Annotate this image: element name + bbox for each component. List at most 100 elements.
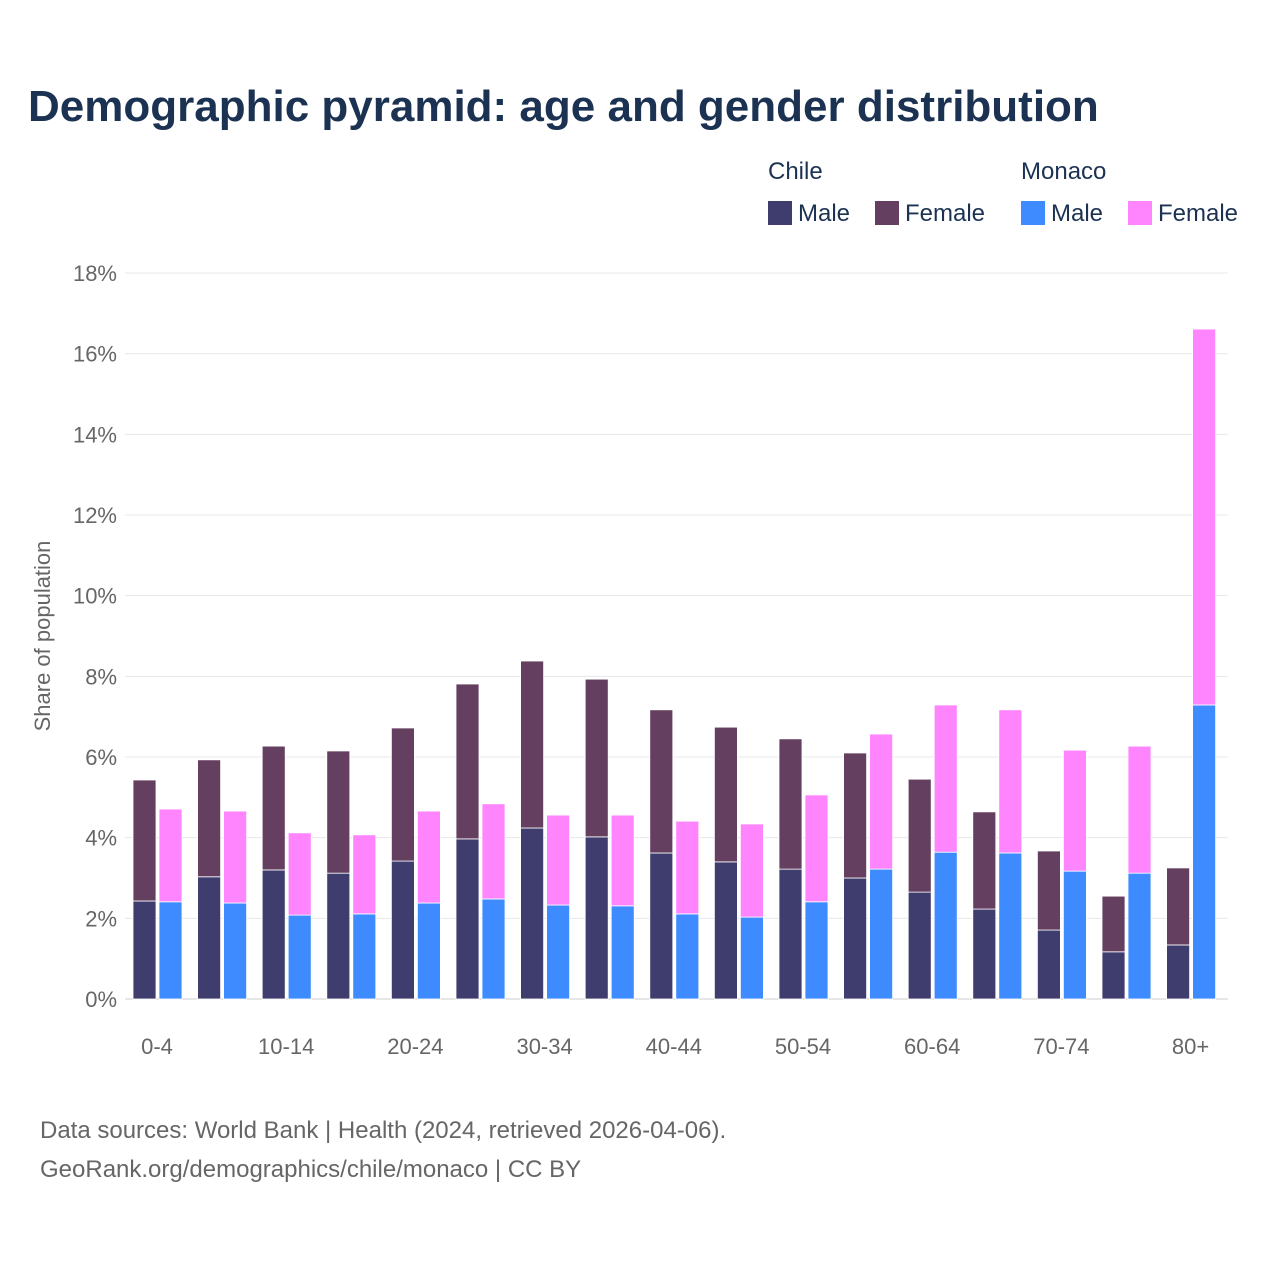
bar-chile-male-15-19 (326, 872, 351, 1000)
bar-monaco-female-80+ (1192, 328, 1216, 706)
bar-monaco-female-60-64 (933, 704, 958, 853)
legend-monaco-female: Female (1158, 200, 1239, 227)
legend-chile-male: Male (798, 200, 851, 227)
bar-chile-female-30-34 (520, 660, 544, 829)
y-tick-label: 6% (85, 745, 117, 770)
legend-swatch-chile-male (768, 201, 792, 225)
legend-swatch-monaco-male (1021, 201, 1045, 225)
bar-chile-female-15-19 (326, 750, 351, 874)
bar-chile-female-60-64 (907, 778, 932, 893)
bar-monaco-male-55-59 (869, 868, 893, 1000)
bar-chile-male-40-44 (649, 852, 674, 1000)
x-tick-label: 30-34 (516, 1034, 572, 1059)
bar-chile-male-60-64 (907, 891, 932, 1000)
bar-monaco-male-10-14 (287, 914, 312, 1000)
bar-monaco-female-70-74 (1063, 749, 1087, 872)
bar-chile-female-40-44 (649, 709, 674, 854)
bar-monaco-female-55-59 (869, 733, 893, 870)
bar-chile-male-80+ (1166, 944, 1190, 1000)
y-tick-label: 4% (85, 826, 117, 851)
footer-sources: Data sources: World Bank | Health (2024,… (40, 1117, 727, 1144)
bar-monaco-female-5-9 (223, 810, 248, 904)
chart-title: Demographic pyramid: age and gender dist… (28, 82, 1099, 131)
bar-monaco-male-50-54 (804, 901, 829, 1000)
x-tick-label: 60-64 (904, 1034, 960, 1059)
bar-chile-male-30-34 (520, 827, 544, 1000)
bar-monaco-female-15-19 (352, 834, 377, 915)
bar-monaco-male-20-24 (416, 902, 441, 1000)
x-tick-label: 80+ (1172, 1034, 1209, 1059)
y-tick-label: 8% (85, 664, 117, 689)
bar-chile-male-25-29 (455, 838, 480, 1000)
bar-monaco-female-45-49 (740, 823, 764, 918)
x-tick-label: 20-24 (387, 1034, 443, 1059)
bar-monaco-female-30-34 (546, 814, 570, 906)
y-tick-label: 2% (85, 906, 117, 931)
y-tick-label: 14% (73, 422, 117, 447)
bar-monaco-female-75-79 (1127, 745, 1152, 874)
bar-monaco-male-65-69 (998, 852, 1023, 1000)
bar-monaco-female-50-54 (804, 794, 829, 903)
bar-monaco-male-40-44 (675, 913, 700, 1000)
x-tick-label: 40-44 (646, 1034, 702, 1059)
bar-chile-female-70-74 (1037, 850, 1061, 931)
bar-chile-male-5-9 (197, 876, 222, 1000)
bar-chile-female-5-9 (197, 759, 222, 878)
legend-swatch-chile-female (875, 201, 899, 225)
bar-chile-female-50-54 (778, 738, 803, 870)
bar-chile-female-55-59 (843, 752, 867, 879)
bar-monaco-male-5-9 (223, 902, 248, 1000)
y-axis-label: Share of population (30, 541, 55, 732)
x-tick-label: 70-74 (1033, 1034, 1089, 1059)
bar-chile-female-20-24 (390, 727, 415, 862)
bar-monaco-male-80+ (1192, 704, 1216, 1000)
bar-chile-male-35-39 (584, 836, 609, 1000)
bar-chile-male-55-59 (843, 877, 867, 1000)
bar-chile-female-10-14 (261, 745, 286, 871)
bar-chile-male-10-14 (261, 869, 286, 1000)
legend-swatch-monaco-female (1128, 201, 1152, 225)
y-tick-label: 18% (73, 261, 117, 286)
bar-monaco-male-75-79 (1127, 872, 1152, 1000)
bar-chile-male-20-24 (390, 860, 415, 1000)
legend-group-chile: Chile (768, 158, 823, 185)
x-tick-label: 50-54 (775, 1034, 831, 1059)
bar-monaco-female-35-39 (610, 814, 635, 907)
bar-monaco-male-25-29 (481, 898, 506, 1000)
bar-monaco-male-15-19 (352, 913, 377, 1000)
bar-monaco-female-20-24 (416, 810, 441, 904)
bar-chile-male-65-69 (972, 908, 997, 1000)
bar-chile-female-25-29 (455, 683, 480, 840)
y-tick-label: 10% (73, 584, 117, 609)
bar-chile-male-70-74 (1037, 929, 1061, 1000)
bar-chile-female-0-4 (132, 779, 157, 902)
bar-monaco-male-30-34 (546, 904, 570, 1000)
legend-chile-female: Female (905, 200, 986, 227)
y-tick-label: 0% (85, 987, 117, 1012)
legend-monaco-male: Male (1051, 200, 1104, 227)
bar-monaco-female-0-4 (158, 808, 183, 903)
bar-monaco-female-65-69 (998, 709, 1023, 854)
legend-group-monaco: Monaco (1021, 158, 1107, 185)
bar-monaco-female-10-14 (287, 832, 312, 916)
x-tick-label: 10-14 (258, 1034, 314, 1059)
y-tick-label: 12% (73, 503, 117, 528)
bar-monaco-male-70-74 (1063, 870, 1087, 1000)
bar-monaco-male-0-4 (158, 901, 183, 1000)
bar-chile-female-75-79 (1101, 895, 1126, 953)
bar-chile-male-75-79 (1101, 951, 1126, 1000)
footer-credit: GeoRank.org/demographics/chile/monaco | … (40, 1156, 582, 1183)
bar-monaco-male-60-64 (933, 851, 958, 1000)
bar-chile-male-50-54 (778, 868, 803, 1000)
bar-chile-male-0-4 (132, 900, 157, 1000)
bar-chile-male-45-49 (714, 861, 738, 1000)
x-tick-label: 0-4 (141, 1034, 173, 1059)
bar-chile-female-35-39 (584, 678, 609, 838)
bar-monaco-female-25-29 (481, 803, 506, 900)
bar-chile-female-80+ (1166, 867, 1190, 946)
y-tick-label: 16% (73, 342, 117, 367)
bar-monaco-male-35-39 (610, 905, 635, 1000)
bar-monaco-male-45-49 (740, 916, 764, 1000)
